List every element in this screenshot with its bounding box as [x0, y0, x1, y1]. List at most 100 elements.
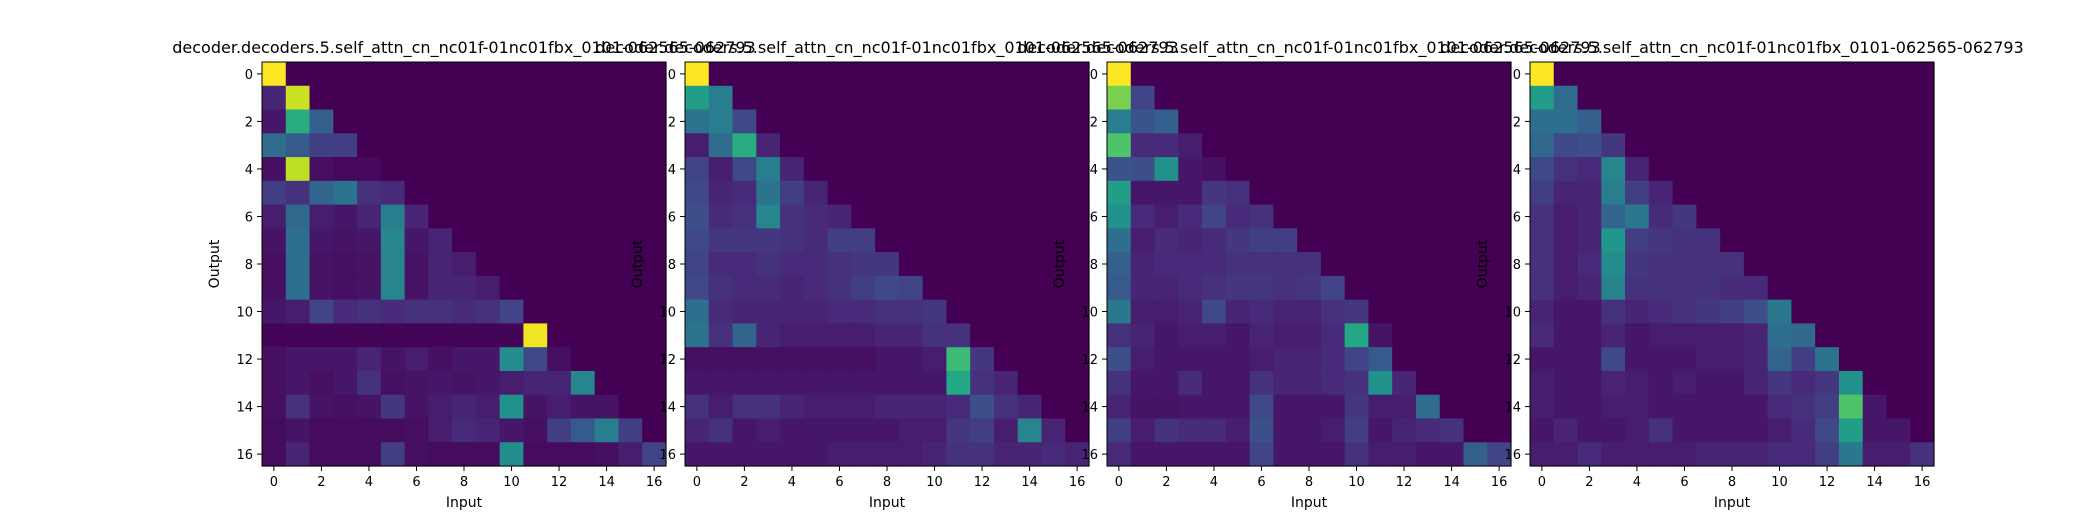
heatmap-cell [1041, 62, 1066, 87]
heatmap-cell [1577, 157, 1602, 182]
heatmap-cell [1487, 323, 1512, 348]
heatmap-cell [1178, 323, 1203, 348]
heatmap-cell [1743, 442, 1769, 467]
heatmap-cell [1672, 180, 1697, 206]
heatmap-cell [1838, 157, 1864, 182]
x-axis-label: Input [1714, 495, 1751, 511]
heatmap-cell [1107, 252, 1132, 277]
heatmap-cell [1368, 157, 1393, 182]
heatmap-cell [1767, 228, 1793, 253]
heatmap-cell [993, 442, 1019, 467]
heatmap-cell [618, 323, 643, 348]
heatmap-cell [827, 62, 852, 87]
heatmap-cell [1767, 252, 1793, 277]
heatmap-cell [1130, 418, 1156, 443]
heatmap-cell [1577, 85, 1602, 111]
heatmap-cell [1392, 85, 1417, 111]
heatmap-cell [285, 323, 311, 348]
heatmap-cell [333, 418, 358, 443]
heatmap-cell [1154, 133, 1179, 158]
heatmap-cell [1392, 157, 1417, 182]
heatmap-cell [827, 204, 852, 229]
heatmap-cell [1392, 228, 1417, 253]
heatmap-cell [1910, 109, 1935, 134]
heatmap-cell [1178, 394, 1203, 420]
heatmap-cell [970, 252, 995, 277]
heatmap-cell [851, 323, 876, 348]
heatmap-cell [780, 370, 805, 396]
heatmap-cell [1017, 85, 1043, 111]
heatmap-cell [1439, 180, 1465, 206]
heatmap-cell [1648, 180, 1674, 206]
chart-title: decoder.decoders.5.self_attn_cn_nc01f-01… [172, 38, 755, 58]
heatmap-cell [523, 347, 548, 372]
heatmap-cell [898, 323, 924, 348]
heatmap-cell [1202, 442, 1227, 467]
heatmap-cell [1553, 442, 1579, 467]
heatmap-cell [570, 347, 596, 372]
heatmap-cell [1463, 85, 1488, 111]
heatmap-cell [1178, 62, 1203, 87]
heatmap-cell [1065, 442, 1090, 467]
heatmap-cell [898, 85, 924, 111]
heatmap-cell [1297, 252, 1322, 277]
heatmap-cell [685, 157, 710, 182]
heatmap-cell [1154, 109, 1179, 134]
heatmap-cell [1130, 85, 1156, 111]
heatmap-cell [1344, 299, 1370, 325]
heatmap-cell [851, 347, 876, 372]
heatmap-cell [1791, 228, 1816, 253]
heatmap-cell [946, 85, 971, 111]
heatmap-cell [1743, 394, 1769, 420]
heatmap-cell [1553, 228, 1579, 253]
heatmap-cell [1392, 252, 1417, 277]
x-tick-label: 6 [412, 475, 420, 490]
heatmap-cell [357, 370, 382, 396]
heatmap-cell [803, 228, 829, 253]
heatmap-cell [851, 442, 876, 467]
heatmap-cell [1553, 204, 1579, 229]
heatmap-cell [1910, 62, 1935, 87]
heatmap-cell [708, 370, 734, 396]
heatmap-cell [1553, 252, 1579, 277]
heatmap-cell [1439, 394, 1465, 420]
heatmap-cell [618, 252, 643, 277]
heatmap-cell [547, 109, 572, 134]
heatmap-cell [732, 394, 757, 420]
heatmap-cell [1225, 442, 1251, 467]
heatmap-cell [1553, 299, 1579, 325]
heatmap-cell [1463, 275, 1488, 301]
heatmap-cell [452, 133, 477, 158]
heatmap-cell [1648, 204, 1674, 229]
heatmap-cell [1720, 62, 1745, 87]
heatmap-cell [780, 109, 805, 134]
heatmap-cell [475, 133, 501, 158]
heatmap-cell [1225, 370, 1251, 396]
heatmap-cell [262, 252, 287, 277]
heatmap-cell [262, 370, 287, 396]
heatmap-cell [803, 299, 829, 325]
heatmap-cell [594, 442, 620, 467]
heatmap-cell [1344, 323, 1370, 348]
heatmap-cell [1154, 62, 1179, 87]
heatmap-cell [732, 370, 757, 396]
heatmap-cell [1178, 180, 1203, 206]
heatmap-cell [499, 299, 525, 325]
heatmap-cell [404, 133, 429, 158]
heatmap-cell [547, 394, 572, 420]
heatmap-cell [1487, 275, 1512, 301]
heatmap-cell [309, 85, 334, 111]
heatmap-cell [1225, 418, 1251, 443]
heatmap-cell [1392, 442, 1417, 467]
heatmap-cell [547, 275, 572, 301]
y-axis-label: Output [630, 239, 646, 288]
heatmap-cell [1530, 252, 1555, 277]
heatmap-cell [547, 418, 572, 443]
heatmap-cell [1910, 252, 1935, 277]
heatmap-cell [452, 157, 477, 182]
heatmap-cell [1743, 133, 1769, 158]
heatmap-cell [1648, 157, 1674, 182]
y-tick-label: 6 [1513, 210, 1521, 225]
x-tick-label: 8 [883, 475, 891, 490]
heatmap-cell [1415, 323, 1441, 348]
